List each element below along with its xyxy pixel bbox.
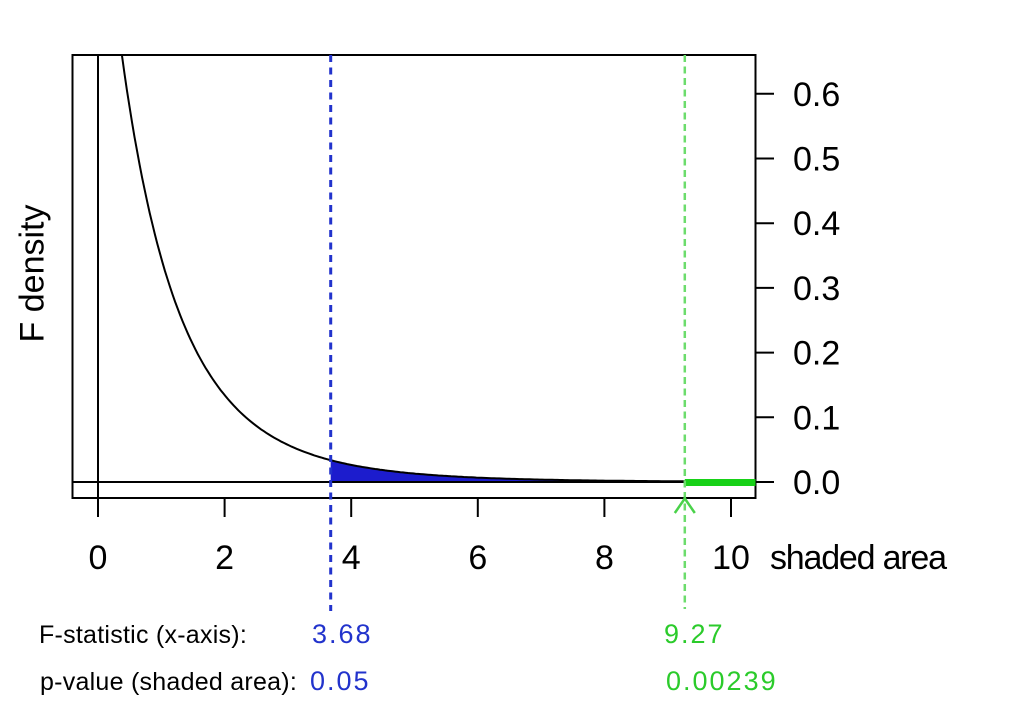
svg-text:shaded area: shaded area bbox=[770, 539, 947, 577]
svg-text:4: 4 bbox=[342, 539, 361, 577]
svg-text:8: 8 bbox=[595, 539, 614, 577]
svg-text:0.5: 0.5 bbox=[793, 141, 840, 179]
svg-text:6: 6 bbox=[468, 539, 487, 577]
svg-text:p-value (shaded area):: p-value (shaded area): bbox=[40, 668, 297, 696]
svg-text:3.68: 3.68 bbox=[312, 619, 373, 649]
svg-text:0.05: 0.05 bbox=[310, 666, 371, 696]
svg-text:0: 0 bbox=[89, 539, 108, 577]
svg-text:0.00239: 0.00239 bbox=[666, 666, 778, 696]
svg-text:F-statistic (x-axis):: F-statistic (x-axis): bbox=[39, 621, 247, 649]
svg-text:2: 2 bbox=[215, 539, 234, 577]
svg-text:F density: F density bbox=[13, 205, 51, 343]
svg-text:0.6: 0.6 bbox=[793, 76, 840, 114]
svg-text:0.2: 0.2 bbox=[793, 335, 840, 373]
svg-text:0.1: 0.1 bbox=[793, 399, 840, 437]
svg-text:9.27: 9.27 bbox=[664, 619, 725, 649]
svg-text:0.3: 0.3 bbox=[793, 270, 840, 308]
svg-text:0.4: 0.4 bbox=[793, 205, 840, 243]
svg-text:10: 10 bbox=[712, 539, 750, 577]
svg-text:0.0: 0.0 bbox=[793, 464, 840, 502]
